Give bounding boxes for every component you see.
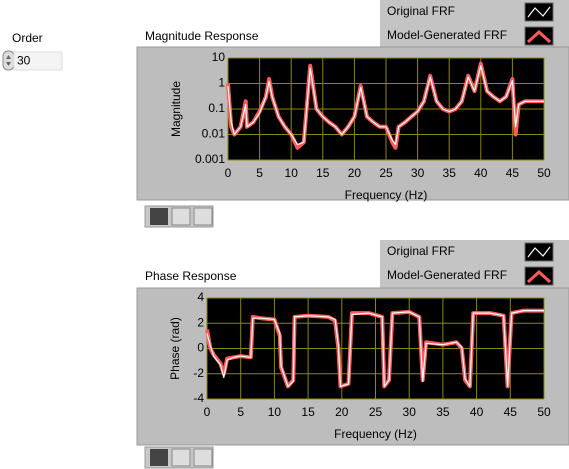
order-label: Order: [12, 31, 43, 45]
legend-icon: [526, 269, 552, 284]
y-tick-label: 1: [218, 76, 225, 90]
x-tick-label: 25: [379, 166, 393, 180]
x-tick-label: 15: [316, 166, 330, 180]
legend-swatch: [524, 26, 554, 46]
x-tick-label: 20: [348, 166, 362, 180]
y-tick-label: 0.01: [202, 127, 226, 141]
x-tick-label: 10: [285, 166, 299, 180]
x-tick-label: 50: [537, 405, 551, 419]
chart-title: Phase Response: [145, 269, 237, 283]
y-tick-label: -4: [193, 391, 204, 405]
x-tick-label: 30: [403, 405, 417, 419]
legend-label: Original FRF: [387, 4, 455, 18]
y-tick-label: 10: [212, 50, 226, 64]
cursor-tool[interactable]: [150, 208, 168, 225]
x-tick-label: 5: [256, 166, 263, 180]
x-tick-label: 0: [204, 405, 211, 419]
x-tick-label: 5: [237, 405, 244, 419]
x-tick-label: 10: [268, 405, 282, 419]
y-tick-label: 4: [197, 290, 204, 304]
x-tick-label: 0: [225, 166, 232, 180]
order-value[interactable]: 30: [17, 54, 31, 68]
y-tick-label: 0: [197, 341, 204, 355]
legend-label: Model-Generated FRF: [387, 268, 507, 282]
x-tick-label: 20: [335, 405, 349, 419]
x-axis-label: Frequency (Hz): [334, 427, 417, 441]
x-tick-label: 45: [506, 166, 520, 180]
series-line: [206, 310, 544, 387]
x-tick-label: 50: [537, 166, 551, 180]
x-tick-label: 35: [443, 166, 457, 180]
x-tick-label: 25: [369, 405, 383, 419]
pan-tool[interactable]: [193, 448, 213, 467]
x-tick-label: 45: [504, 405, 518, 419]
graph-palette: [144, 205, 214, 228]
zoom-tool[interactable]: [171, 207, 191, 226]
order-input[interactable]: [13, 51, 63, 71]
legend-icon: [527, 246, 551, 258]
y-axis-label: Phase (rad): [168, 317, 182, 380]
y-tick-label: 2: [197, 315, 204, 329]
zoom-tool[interactable]: [171, 448, 191, 467]
legend-icon: [526, 29, 552, 44]
chart-title: Magnitude Response: [145, 29, 259, 43]
order-spinner[interactable]: [2, 50, 15, 71]
legend-label: Original FRF: [387, 244, 455, 258]
legend-label: Model-Generated FRF: [387, 28, 507, 42]
y-tick-label: 0.001: [195, 152, 225, 166]
x-tick-label: 35: [436, 405, 450, 419]
graph-palette: [144, 446, 214, 469]
legend-swatch: [524, 266, 554, 286]
x-tick-label: 40: [474, 166, 488, 180]
y-axis-label: Magnitude: [169, 81, 183, 137]
y-tick-label: -2: [193, 366, 204, 380]
spinner-arrows: [6, 55, 11, 66]
legend-icon: [527, 6, 551, 18]
x-tick-label: 40: [470, 405, 484, 419]
x-tick-label: 15: [301, 405, 315, 419]
series-line: [227, 65, 544, 146]
x-axis-label: Frequency (Hz): [345, 188, 428, 202]
pan-tool[interactable]: [193, 207, 213, 226]
y-tick-label: 0.1: [208, 101, 225, 115]
x-tick-label: 30: [411, 166, 425, 180]
cursor-tool[interactable]: [150, 449, 168, 466]
